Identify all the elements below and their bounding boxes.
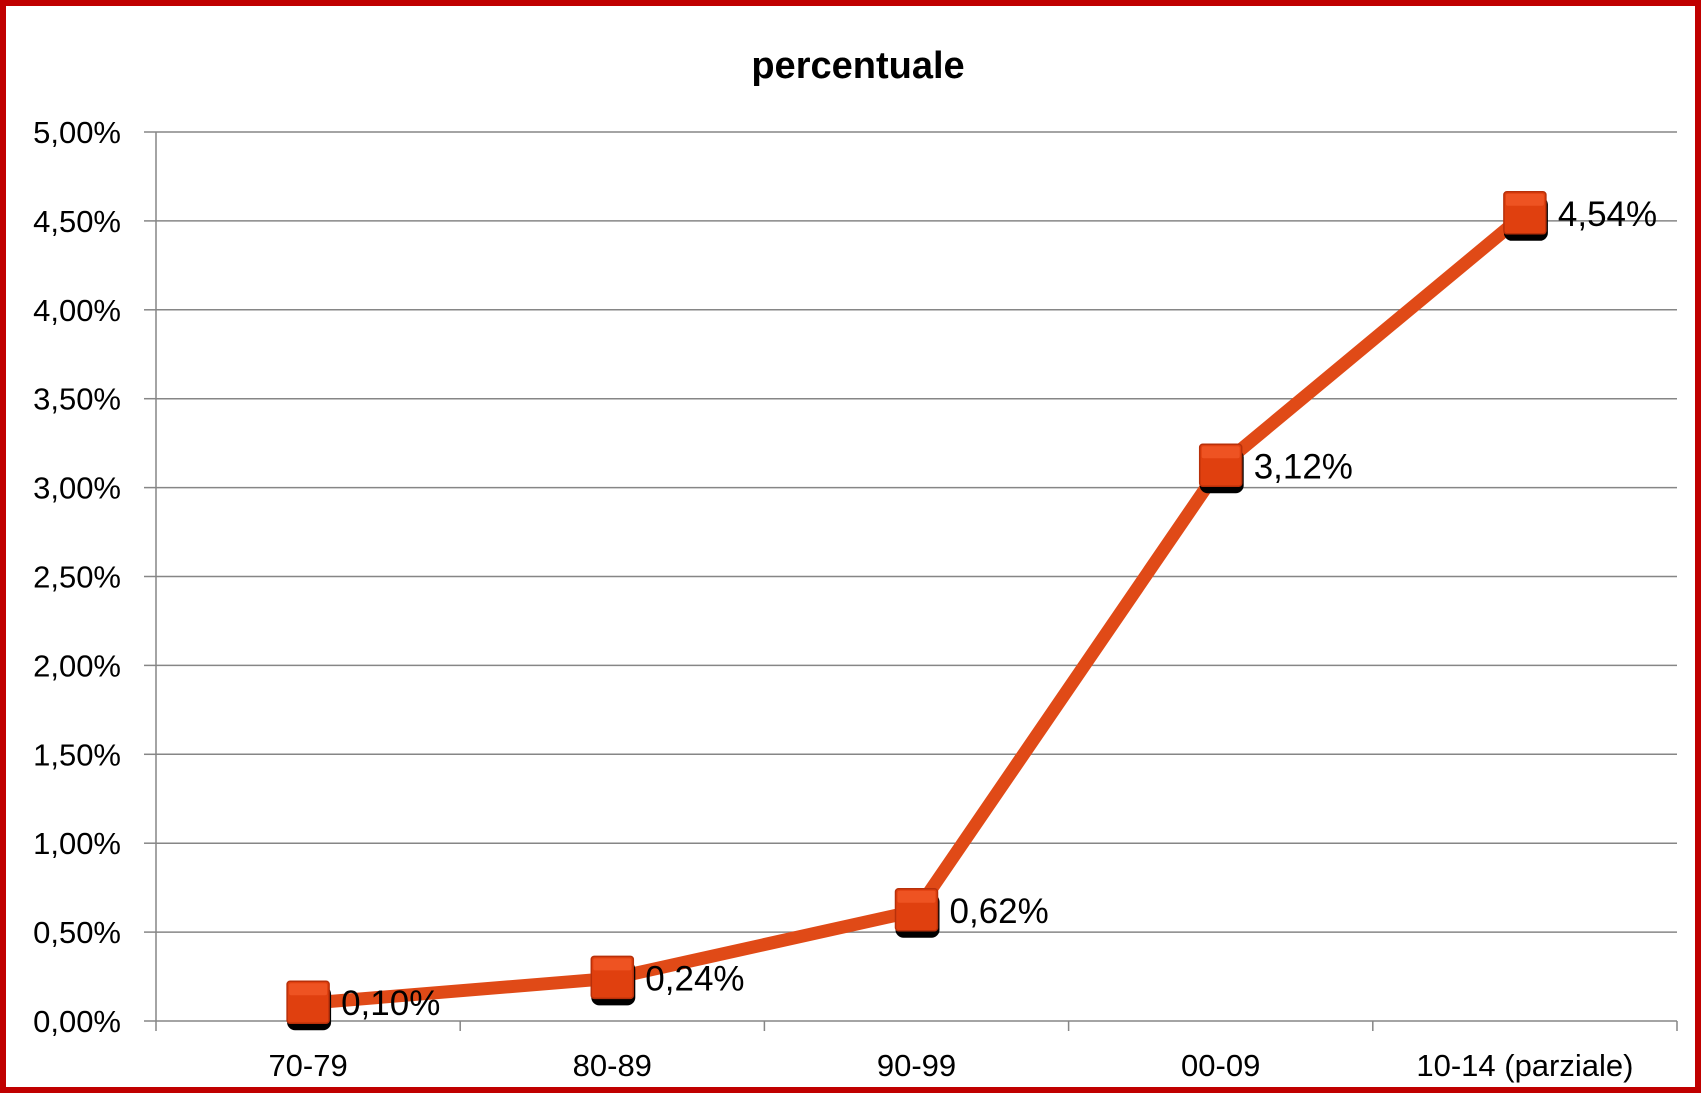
data-label: 3,12% (1254, 447, 1353, 486)
x-axis-tick-labels: 70-79 80-89 90-99 00-09 10-14 (parziale) (268, 1048, 1633, 1083)
series-markers (286, 191, 1548, 1031)
chart-title: percentuale (751, 45, 964, 87)
y-tick-label: 5,00% (33, 115, 121, 150)
marker-square (286, 980, 330, 1024)
y-tick-label: 2,00% (33, 648, 121, 683)
gridlines (156, 131, 1677, 933)
marker-square (1198, 443, 1243, 488)
y-tick-label: 0,50% (33, 915, 121, 950)
marker-highlight (289, 983, 328, 996)
y-tick-label: 1,50% (33, 737, 121, 772)
marker-highlight (1505, 193, 1544, 206)
x-tick-label: 10-14 (parziale) (1416, 1048, 1633, 1083)
x-tick-label: 80-89 (573, 1048, 652, 1083)
marker-highlight (593, 958, 632, 971)
axes (144, 131, 1678, 1031)
data-labels: 0,10% 0,24% 0,62% 3,12% 4,54% (341, 195, 1657, 1023)
data-point-marker (894, 888, 940, 938)
data-point-marker (1198, 443, 1244, 494)
y-tick-label: 0,00% (33, 1004, 121, 1039)
marker-highlight (1201, 446, 1240, 459)
series-line-0 (301, 207, 1532, 1010)
data-label: 0,10% (341, 984, 440, 1023)
x-tick-label: 00-09 (1181, 1048, 1260, 1083)
series-line (301, 207, 1532, 1010)
data-point-marker (286, 980, 332, 1031)
x-tick-label: 70-79 (268, 1048, 347, 1083)
y-tick-label: 4,00% (33, 293, 121, 328)
y-axis-tick-labels: 0,00% 0,50% 1,00% 1,50% 2,00% 2,50% 3,00% 3,50%… (33, 115, 121, 1039)
x-tick-label: 90-99 (877, 1048, 956, 1083)
line-chart: percentuale 0,00% 0,50% 1,00% 1,50% 2,00% 2,5… (33, 45, 1678, 1083)
data-point-marker (1503, 191, 1548, 241)
marker-square (1503, 191, 1547, 235)
data-point-marker (590, 955, 636, 1006)
marker-square (590, 955, 635, 1000)
y-tick-label: 2,50% (33, 560, 121, 595)
marker-square (894, 888, 939, 932)
y-tick-label: 4,50% (33, 204, 121, 239)
y-tick-label: 1,00% (33, 826, 121, 861)
y-tick-label: 3,00% (33, 471, 121, 506)
data-label: 0,62% (950, 892, 1049, 931)
marker-highlight (897, 890, 936, 903)
data-label: 0,24% (645, 959, 744, 998)
y-tick-label: 3,50% (33, 382, 121, 417)
data-label: 4,54% (1558, 195, 1657, 234)
